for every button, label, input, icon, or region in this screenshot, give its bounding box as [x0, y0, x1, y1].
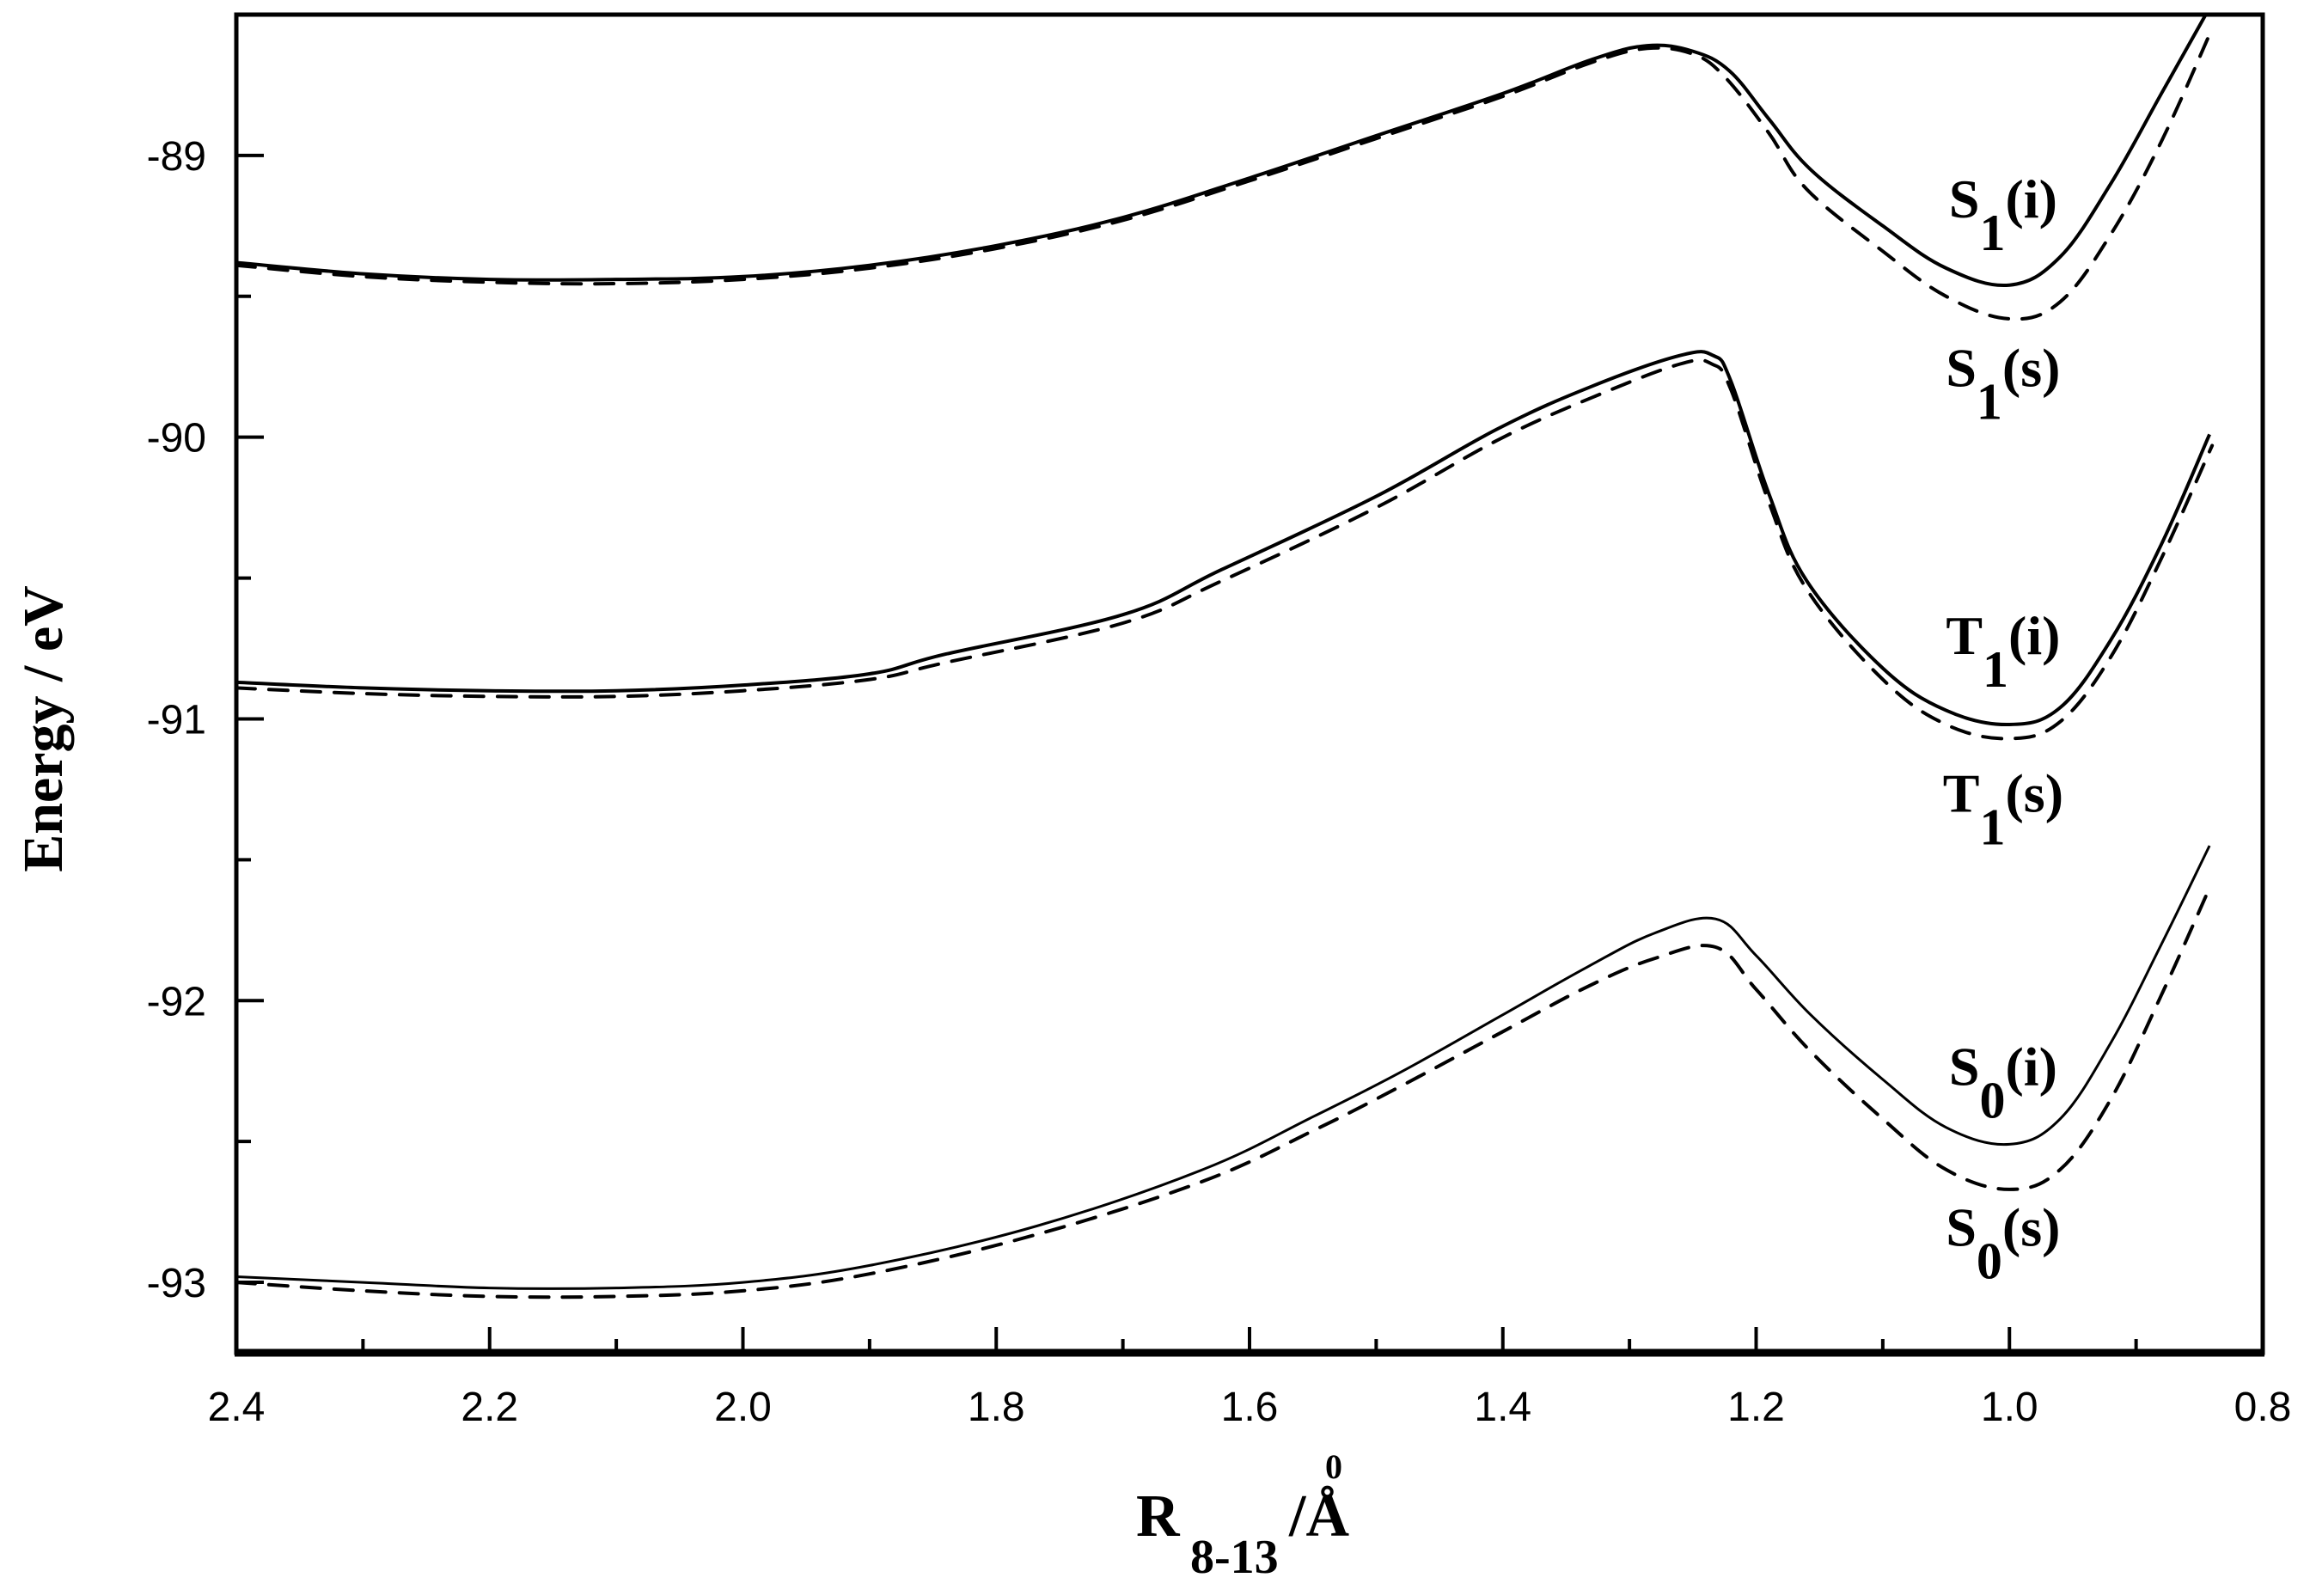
label-s1s: S1(s)	[1946, 338, 2060, 431]
y-axis-title: Energy / eV	[12, 585, 75, 872]
x-tick-label: 1.8	[968, 1385, 1025, 1430]
label-s0s: S0(s)	[1946, 1196, 2060, 1289]
x-tick-label: 2.2	[461, 1385, 518, 1430]
curve-s1i	[235, 14, 2208, 288]
y-tick-label: -89	[147, 134, 206, 180]
x-axis-ticks: 2.4 2.2 2.0 1.8 1.6 1.4 1.2 1.0 0.8	[208, 1327, 2292, 1430]
y-tick-label: -92	[147, 979, 206, 1024]
x-axis-title: R 8-13 /Å 0	[1136, 1447, 1349, 1584]
x-tick-label: 2.4	[208, 1385, 266, 1430]
curve-t1i	[235, 350, 2211, 727]
y-tick-label: -91	[147, 697, 206, 743]
label-s1i: S1(i)	[1949, 168, 2057, 261]
x-axis-title-unit: /Å	[1288, 1483, 1349, 1550]
x-tick-label: 1.0	[1981, 1385, 2038, 1430]
x-axis-title-subscript: 8-13	[1190, 1531, 1279, 1584]
label-t1s: T1(s)	[1943, 763, 2063, 856]
label-s0i: S0(i)	[1949, 1036, 2057, 1129]
curve-s0i	[235, 845, 2211, 1290]
curve-t1s	[235, 358, 2215, 741]
angstrom-ring-icon: 0	[1325, 1447, 1342, 1486]
label-t1i: T1(i)	[1946, 605, 2060, 698]
curve-s0s	[235, 886, 2212, 1299]
x-tick-label: 2.0	[714, 1385, 772, 1430]
x-tick-label: 1.6	[1221, 1385, 1279, 1430]
y-axis-ticks: -89 -90 -91 -92 -93	[147, 13, 264, 1306]
x-tick-label: 1.2	[1727, 1385, 1785, 1430]
x-tick-label: 1.4	[1474, 1385, 1531, 1430]
curve-labels: S1(i) S1(s) T1(i) T1(s) S0(i) S0(s)	[1943, 168, 2063, 1289]
x-axis-title-main: R	[1136, 1483, 1181, 1550]
y-tick-label: -90	[147, 416, 206, 462]
plot-curves	[235, 14, 2215, 1299]
curve-s1s	[235, 27, 2215, 321]
x-tick-label: 0.8	[2234, 1385, 2292, 1430]
y-tick-label: -93	[147, 1261, 206, 1306]
